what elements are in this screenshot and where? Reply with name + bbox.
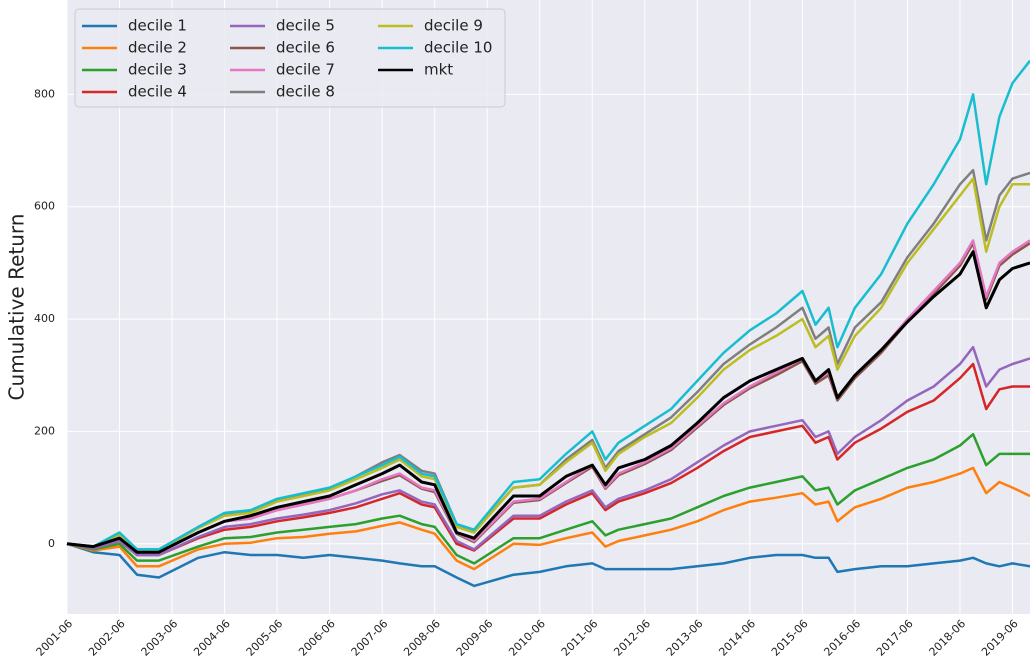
series-line	[66, 542, 1030, 588]
y-tick-label: 800	[34, 87, 55, 100]
x-tick-label: 2015-06	[769, 617, 811, 659]
x-tick-label: 2008-06	[401, 617, 443, 659]
series-line	[66, 362, 1030, 557]
x-tick-label: 2003-06	[139, 617, 181, 659]
legend-label: decile 8	[276, 83, 335, 101]
legend-label: decile 1	[128, 17, 187, 35]
legend-label: decile 10	[424, 39, 492, 57]
x-tick-label: 2007-06	[349, 617, 391, 659]
legend-label: decile 5	[276, 17, 335, 35]
y-tick-label: 200	[34, 424, 55, 437]
series-line	[66, 345, 1030, 557]
legend	[74, 8, 506, 108]
legend-label: mkt	[424, 61, 453, 79]
x-tick-label: 2005-06	[244, 617, 286, 659]
series-line	[66, 432, 1030, 565]
x-tick-label: 2002-06	[86, 617, 128, 659]
series-line	[66, 177, 1030, 552]
x-tick-label: 2018-06	[927, 617, 969, 659]
legend-label: decile 9	[424, 17, 483, 35]
y-tick-label: 0	[48, 537, 55, 550]
legend-label: decile 4	[128, 83, 187, 101]
x-tick-label: 2011-06	[559, 617, 601, 659]
x-tick-label: 2004-06	[191, 617, 233, 659]
x-tick-label: 2009-06	[454, 617, 496, 659]
x-tick-label: 2019-06	[979, 617, 1021, 659]
x-tick-label: 2012-06	[611, 617, 653, 659]
series-line	[66, 466, 1030, 571]
legend-label: decile 6	[276, 39, 335, 57]
x-tick-label: 2010-06	[506, 617, 548, 659]
legend-label: decile 3	[128, 61, 187, 79]
x-tick-label: 2017-06	[874, 617, 916, 659]
y-axis-label: Cumulative Return	[5, 214, 29, 401]
x-tick-label: 2006-06	[296, 617, 338, 659]
y-tick-label: 600	[34, 200, 55, 213]
legend-label: decile 2	[128, 39, 187, 57]
y-tick-label: 400	[34, 312, 55, 325]
series-line	[66, 59, 1030, 551]
x-tick-label: 2001-06	[34, 617, 76, 659]
x-tick-label: 2016-06	[821, 617, 863, 659]
x-tick-label: 2014-06	[716, 617, 758, 659]
series-line	[66, 250, 1030, 554]
legend-label: decile 7	[276, 61, 335, 79]
x-tick-label: 2013-06	[664, 617, 706, 659]
